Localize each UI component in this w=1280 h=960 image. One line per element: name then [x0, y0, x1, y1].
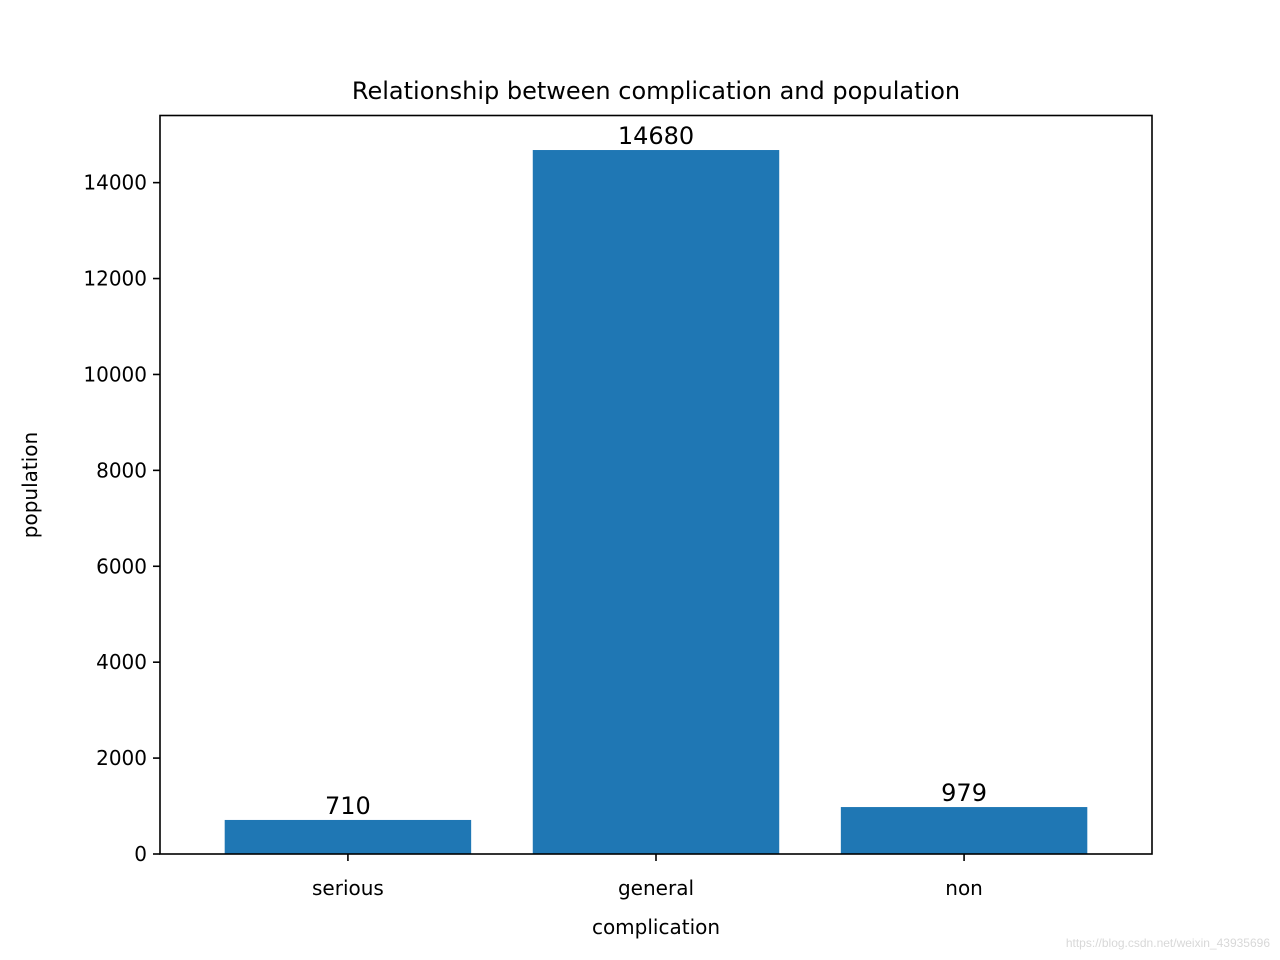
- data-label-non: 979: [941, 779, 987, 807]
- chart-title: Relationship between complication and po…: [352, 77, 960, 105]
- x-axis: serious general non: [312, 854, 983, 900]
- bars-layer: 710 14680 979: [224, 122, 1088, 854]
- data-label-serious: 710: [325, 792, 371, 820]
- x-tick-label-serious: serious: [312, 876, 384, 900]
- y-axis: 0 2000 4000 6000 8000 10000 12000 14000: [83, 171, 160, 866]
- bar-non: [840, 807, 1088, 854]
- y-tick-label: 14000: [83, 171, 147, 195]
- bar-serious: [224, 819, 472, 854]
- y-tick-label: 0: [134, 842, 147, 866]
- y-tick-label: 2000: [96, 746, 147, 770]
- plot-frame: [159, 114, 1153, 855]
- data-label-general: 14680: [618, 122, 694, 150]
- x-tick-label-non: non: [945, 876, 983, 900]
- y-tick-label: 12000: [83, 267, 147, 291]
- y-tick-label: 10000: [83, 362, 147, 386]
- x-axis-label: complication: [592, 915, 720, 939]
- y-tick-label: 4000: [96, 650, 147, 674]
- y-axis-label: population: [18, 432, 42, 538]
- y-tick-label: 6000: [96, 554, 147, 578]
- bar-general: [532, 150, 780, 854]
- x-tick-label-general: general: [618, 876, 694, 900]
- y-tick-label: 8000: [96, 458, 147, 482]
- watermark: https://blog.csdn.net/weixin_43935696: [1065, 936, 1270, 950]
